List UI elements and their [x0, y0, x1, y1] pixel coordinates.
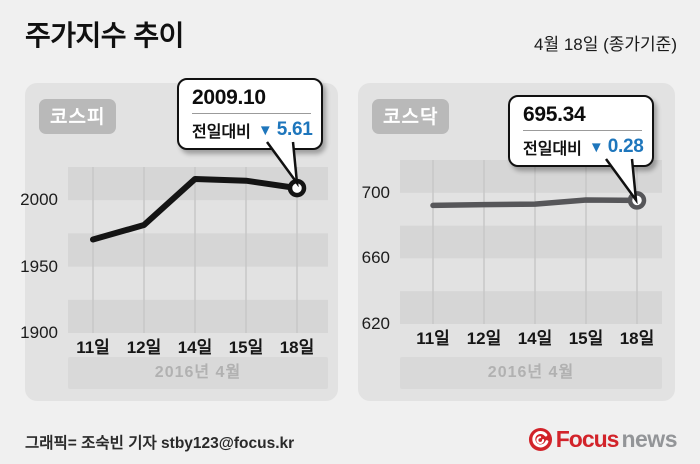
change-label: 전일대비	[192, 124, 251, 141]
period-band: 2016년 4월	[68, 357, 328, 389]
x-axis-label: 12일	[466, 329, 502, 348]
change-label: 전일대비	[523, 141, 582, 158]
logo-text-news: news	[621, 426, 677, 452]
kosdaq-close-value: 695.34	[523, 103, 586, 126]
kospi-badge: 코스피	[39, 99, 117, 134]
kospi-line-chart	[68, 167, 328, 333]
focusnews-logo: Focus news	[528, 426, 677, 453]
x-axis-label: 14일	[517, 329, 553, 348]
panel-kospi: 코스피 2009.10 전일대비 ▼ 5.61 2000 1950 1900 11일 1…	[20, 78, 338, 401]
kospi-callout-tail	[265, 141, 299, 187]
date-note: 4월 18일 (종가기준)	[534, 35, 677, 54]
y-axis-label: 620	[361, 314, 390, 333]
x-axis-label: 15일	[568, 329, 604, 348]
callout-divider	[192, 113, 311, 114]
y-axis-label: 1950	[20, 256, 58, 276]
graphic-credit: 그래픽= 조숙빈 기자 stby123@focus.kr	[25, 435, 295, 452]
kosdaq-callout: 695.34 전일대비 ▼ 0.28	[508, 95, 654, 167]
y-axis-label: 660	[361, 248, 390, 268]
down-arrow-icon: ▼	[588, 138, 604, 156]
x-axis-label: 12일	[126, 338, 162, 357]
y-axis-label: 2000	[20, 190, 58, 210]
x-axis-label: 11일	[76, 338, 110, 357]
page-title: 주가지수 추이	[25, 20, 184, 51]
kosdaq-callout-tail	[604, 158, 638, 204]
kospi-callout: 2009.10 전일대비 ▼ 5.61	[177, 78, 323, 150]
y-axis-label: 1900	[20, 323, 58, 342]
panel-kosdaq: 코스닥 695.34 전일대비 ▼ 0.28 700 660 620 11일 12일 14…	[358, 83, 675, 401]
x-axis-label: 18일	[619, 329, 655, 348]
x-axis-label: 18일	[279, 338, 315, 357]
callout-divider	[523, 130, 642, 131]
period-band: 2016년 4월	[400, 357, 662, 389]
kosdaq-badge: 코스닥	[372, 99, 450, 134]
focusnews-logo-icon	[528, 427, 552, 452]
x-axis-label: 15일	[228, 338, 264, 357]
logo-text-focus: Focus	[555, 426, 620, 452]
x-axis-label: 11일	[416, 329, 450, 348]
y-axis-label: 700	[361, 182, 390, 202]
kospi-change-value: 5.61	[276, 119, 313, 140]
kosdaq-change-value: 0.28	[607, 136, 644, 157]
down-arrow-icon: ▼	[257, 121, 273, 139]
x-axis-label: 14일	[177, 338, 213, 357]
kospi-close-value: 2009.10	[192, 86, 266, 109]
